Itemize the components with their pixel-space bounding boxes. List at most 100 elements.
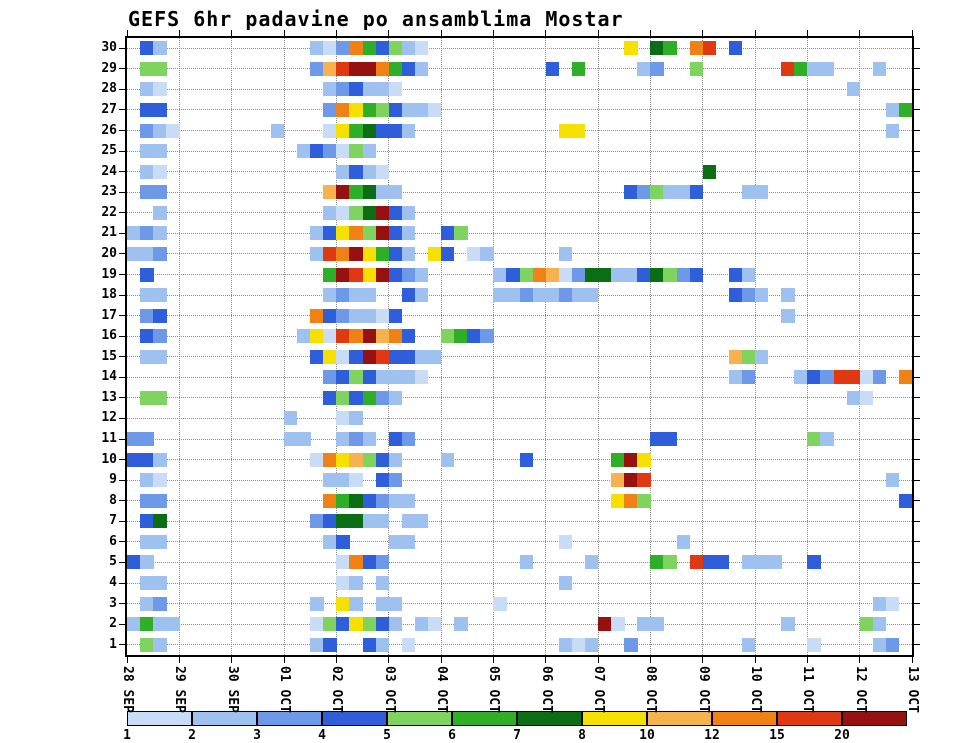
heatmap-cell [441,452,455,467]
y-axis-label: 23 [101,184,117,200]
heatmap-cell [414,61,429,76]
heatmap-cell [375,205,390,220]
y-axis-tick-right [914,150,920,152]
x-axis-label: 30 SEP [224,666,240,713]
heatmap-cell [362,452,376,467]
y-axis-tick-right [914,315,920,317]
heatmap-cell [519,452,533,467]
heatmap-cell [140,226,154,241]
heatmap-cell [375,473,390,488]
x-axis-tick-top [649,30,651,36]
heatmap-cell [349,596,363,611]
heatmap-cell [388,267,403,282]
heatmap-cell [781,617,795,632]
heatmap-cell [310,41,324,56]
y-axis-label: 29 [101,60,117,76]
heatmap-cell [349,390,363,405]
heatmap-cell [362,82,376,97]
heatmap-cell [441,329,455,344]
y-axis-label: 13 [101,389,117,405]
heatmap-cell [140,514,154,529]
grid-line-vertical [545,38,547,655]
heatmap-cell [637,452,651,467]
heatmap-cell [388,493,403,508]
x-axis-tick-top [545,30,547,36]
heatmap-cell [323,308,337,323]
x-axis-tick-bottom [702,657,704,663]
heatmap-cell [153,246,167,261]
plot-area [125,36,914,657]
x-axis-tick-bottom [126,657,128,663]
heatmap-cell [702,164,717,179]
grid-line-vertical [597,38,599,655]
heatmap-cell [362,370,376,385]
colorbar-segment [777,711,842,726]
heatmap-cell [336,308,350,323]
x-axis-label: 08 OCT [643,666,659,713]
heatmap-cell [571,267,586,282]
y-axis-label: 10 [101,451,117,467]
y-axis-tick-left [119,88,125,90]
y-axis-label: 25 [101,143,117,159]
heatmap-cell [140,452,154,467]
heatmap-cell [336,514,350,529]
y-axis-tick-right [914,417,920,419]
heatmap-cell [584,288,599,303]
heatmap-cell [349,41,363,56]
heatmap-cell [362,61,376,76]
grid-line-vertical [335,38,337,655]
heatmap-cell [375,164,390,179]
heatmap-cell [310,329,324,344]
colorbar-segment [712,711,777,726]
y-axis-tick-right [914,253,920,255]
heatmap-cell [310,514,324,529]
heatmap-cell [807,370,821,385]
heatmap-cell [820,61,834,76]
heatmap-cell [427,617,442,632]
heatmap-cell [153,534,167,549]
heatmap-cell [781,308,795,323]
grid-line-horizontal [127,315,912,317]
y-axis-tick-right [914,582,920,584]
heatmap-cell [624,267,638,282]
y-axis-label: 20 [101,245,117,261]
heatmap-cell [349,102,363,117]
heatmap-cell [349,205,363,220]
heatmap-cell [140,432,154,447]
heatmap-cell [768,555,782,570]
grid-line-horizontal [127,582,912,584]
y-axis-tick-left [119,47,125,49]
heatmap-cell [349,555,363,570]
heatmap-cell [807,61,821,76]
colorbar-label: 5 [383,728,391,743]
heatmap-cell [153,226,167,241]
x-axis-tick-top [911,30,913,36]
heatmap-cell [153,329,167,344]
heatmap-cell [349,288,363,303]
heatmap-cell [375,246,390,261]
x-axis-tick-bottom [335,657,337,663]
heatmap-cell [545,288,560,303]
heatmap-cell [467,329,481,344]
heatmap-cell [493,288,507,303]
heatmap-cell [362,246,376,261]
heatmap-cell [323,144,337,159]
heatmap-cell [859,370,874,385]
heatmap-cell [728,267,743,282]
y-axis-label: 6 [109,533,117,549]
heatmap-cell [362,329,376,344]
heatmap-cell [401,370,416,385]
chart-title: GEFS 6hr padavine po ansamblima Mostar [128,7,624,31]
heatmap-cell [153,473,167,488]
colorbar-label: 4 [318,728,326,743]
heatmap-cell [611,452,625,467]
colorbar-label: 20 [834,728,850,743]
heatmap-cell [715,555,730,570]
colorbar-segment [647,711,712,726]
heatmap-cell [401,349,416,364]
heatmap-cell [362,102,376,117]
heatmap-cell [741,555,756,570]
heatmap-cell [140,308,154,323]
y-axis-tick-left [119,68,125,70]
heatmap-cell [414,288,429,303]
